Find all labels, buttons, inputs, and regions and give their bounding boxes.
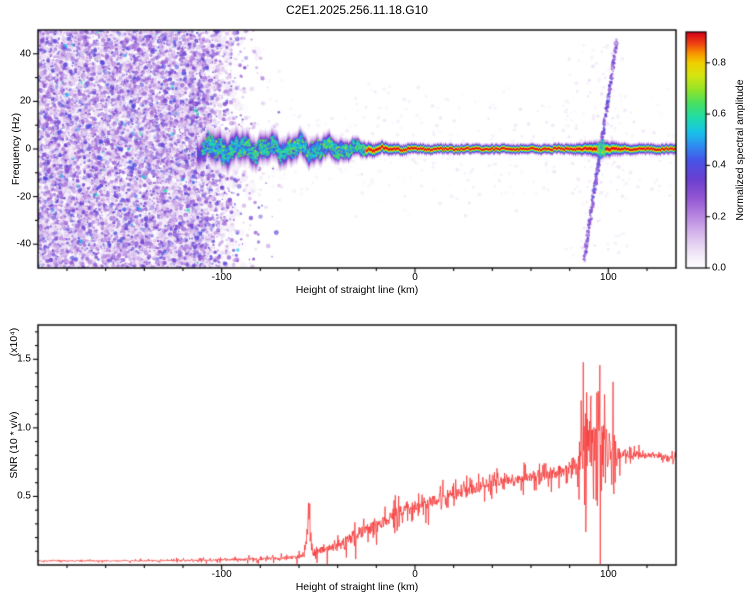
spectrogram-x-tick-label: 0 — [412, 272, 418, 283]
snr-x-tick-label: -100 — [211, 569, 232, 580]
snr-xlabel: Height of straight line (km) — [295, 581, 419, 593]
snr-y-tick-label: 0.5 — [17, 490, 31, 502]
colorbar-tick-label: 0.0 — [712, 262, 726, 274]
spectrogram-x-tick-label: -100 — [211, 272, 232, 283]
snr-scale-label: (x10⁴) — [8, 327, 20, 357]
colorbar-tick-label: 0.2 — [712, 211, 726, 223]
snr-x-tick-label: 100 — [599, 569, 617, 580]
snr-y-tick-label: 1.0 — [17, 422, 31, 434]
spectrogram-x-tick-label: 100 — [599, 272, 617, 283]
snr-y-tick-label: 1.5 — [17, 353, 31, 365]
spectrogram-xlabel: Height of straight line (km) — [295, 284, 419, 296]
spectrogram-y-tick-label: 20 — [19, 95, 31, 107]
spectrogram-ylabel: Frequency (Hz) — [10, 112, 22, 186]
spectrogram-y-tick-label: -40 — [16, 238, 31, 250]
colorbar-label: Normalized spectral amplitude — [734, 79, 746, 221]
colorbar-tick-label: 0.6 — [712, 108, 726, 120]
spectrogram-y-tick-label: -20 — [16, 191, 31, 203]
snr-x-tick-label: 0 — [412, 569, 418, 580]
colorbar-tick-label: 0.4 — [712, 159, 726, 171]
spectrogram-y-tick-label: 40 — [19, 48, 31, 60]
colorbar-tick-label: 0.8 — [712, 57, 726, 69]
spectrogram-y-tick-label: 0 — [25, 143, 31, 155]
figure-title: C2E1.2025.256.11.18.G10 — [286, 3, 428, 17]
